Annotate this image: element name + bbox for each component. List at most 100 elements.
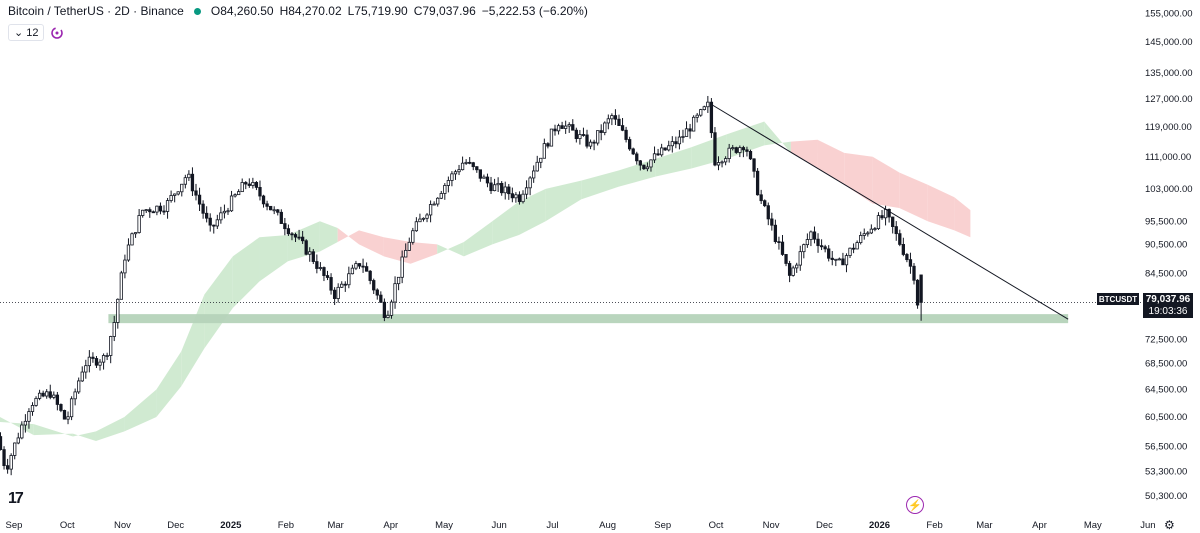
gear-icon[interactable]: ⚙ <box>1164 518 1175 532</box>
bar-countdown-box: 19:03:36 <box>1143 305 1193 318</box>
time-tick-label: Mar <box>976 520 992 531</box>
candle-body <box>507 186 511 195</box>
candle-body <box>571 124 575 131</box>
candle-body <box>5 465 10 470</box>
candle-body <box>94 358 99 366</box>
candle-body <box>624 129 628 140</box>
candle-body <box>421 217 426 220</box>
candle-body <box>603 122 607 133</box>
candle-body <box>905 254 909 261</box>
symbol-title[interactable]: Bitcoin / TetherUS · 2D · Binance <box>8 4 184 18</box>
candle-body <box>862 233 866 236</box>
candle-body <box>908 259 913 267</box>
candle-body <box>276 209 280 213</box>
candle-body <box>59 404 63 411</box>
candle-body <box>691 116 696 132</box>
candle-body <box>752 158 756 172</box>
cloud-segment <box>95 416 125 442</box>
cloud-segment <box>0 416 34 436</box>
time-tick-label: Jun <box>1140 520 1155 531</box>
candle-body <box>0 436 3 451</box>
candle-body <box>215 219 219 227</box>
cloud-segment <box>232 237 260 309</box>
candle-body <box>297 236 301 239</box>
indicators-collapse-button[interactable]: ⌄ 12 <box>8 24 45 41</box>
time-tick-label: Feb <box>278 520 294 531</box>
candle-body <box>27 411 31 422</box>
candle-body <box>812 231 817 240</box>
candle-body <box>23 420 28 426</box>
flash-icon[interactable]: ⚡ <box>906 496 924 514</box>
cloud-segment <box>124 389 157 432</box>
candle-body <box>123 259 127 274</box>
candle-body <box>517 194 522 203</box>
candle-body <box>112 322 116 337</box>
candle-body <box>389 301 394 316</box>
cloud-segment <box>899 172 928 222</box>
candle-body <box>770 218 774 226</box>
candle-body <box>201 203 205 214</box>
cloud-segment <box>581 170 619 200</box>
price-tick-label: 68,500.00 <box>1145 359 1187 370</box>
candle-body <box>9 455 13 470</box>
candle-body <box>340 283 344 288</box>
candle-body <box>468 161 472 164</box>
cloud-segment <box>954 197 971 238</box>
time-tick-label: May <box>1084 520 1102 531</box>
candle-body <box>432 203 436 206</box>
candle-body <box>116 298 120 323</box>
change-value: −5,222.53 (−6.20%) <box>481 4 588 18</box>
candle-body <box>55 394 60 405</box>
candle-body <box>162 210 166 213</box>
candle-body <box>553 128 557 132</box>
refresh-icon[interactable] <box>50 26 64 40</box>
candle-body <box>30 405 35 412</box>
candle-body <box>873 228 877 231</box>
time-tick-label: Oct <box>60 520 75 531</box>
candle-body <box>763 200 767 207</box>
candle-body <box>350 267 355 275</box>
candle-body <box>233 194 237 197</box>
candle-body <box>773 224 778 242</box>
time-axis[interactable]: Sep Oct Nov Dec 2025 Feb Mar Apr May Jun Jul Aug Sep… <box>6 520 1156 531</box>
candle-body <box>368 270 372 281</box>
price-tick-label: 155,000.00 <box>1145 9 1193 20</box>
candle-body <box>322 267 326 276</box>
candle-body <box>247 183 251 186</box>
candle-body <box>332 289 337 299</box>
candle-body <box>759 194 763 202</box>
candle-body <box>642 164 646 170</box>
cloud-segment <box>181 294 205 387</box>
time-tick-label: Jun <box>492 520 507 531</box>
candle-body <box>681 136 685 138</box>
price-axis[interactable]: 155,000.00 145,000.00 135,000.00 127,000.00… <box>1145 9 1193 503</box>
candle-body <box>137 215 141 233</box>
candle-body <box>62 410 67 420</box>
cloud-segment <box>618 158 656 187</box>
cloud-segment <box>655 147 692 177</box>
cloud-segment <box>518 188 546 235</box>
price-tick-label: 103,000.00 <box>1145 184 1193 195</box>
candle-body <box>791 267 795 276</box>
tradingview-logo[interactable]: 17 <box>8 490 24 507</box>
candle-body <box>901 244 905 255</box>
close-value: C79,037.96 <box>413 4 476 18</box>
candle-body <box>834 258 838 261</box>
candle-body <box>375 289 379 296</box>
candle-body <box>169 195 173 201</box>
candle-body <box>677 136 682 145</box>
candle-body <box>318 267 323 269</box>
candle-body <box>894 226 898 235</box>
candle-body <box>400 256 404 278</box>
candle-body <box>151 211 155 214</box>
candle-body <box>229 195 234 212</box>
candle-body <box>830 257 834 260</box>
indicator-count: 12 <box>26 26 39 39</box>
cloud-segment <box>790 139 818 169</box>
candle-body <box>2 449 6 467</box>
candle-body <box>48 391 52 398</box>
candle-body <box>293 234 298 238</box>
candle-body <box>69 398 74 418</box>
candle-body <box>197 194 202 205</box>
